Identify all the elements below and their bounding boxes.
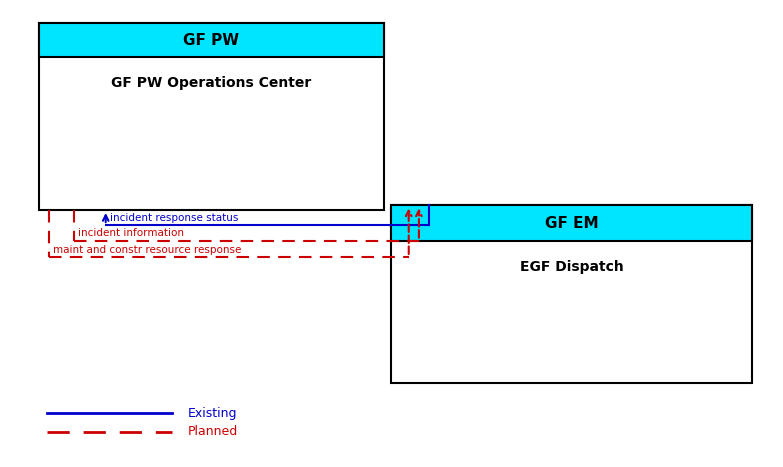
Text: incident information: incident information bbox=[78, 228, 184, 238]
Text: Existing: Existing bbox=[188, 407, 237, 420]
Bar bbox=[39, 23, 384, 210]
Bar bbox=[392, 205, 752, 383]
Text: GF PW Operations Center: GF PW Operations Center bbox=[111, 76, 312, 90]
Text: GF PW: GF PW bbox=[183, 33, 240, 48]
Text: incident response status: incident response status bbox=[110, 213, 238, 223]
Text: EGF Dispatch: EGF Dispatch bbox=[520, 260, 623, 274]
Text: maint and constr resource response: maint and constr resource response bbox=[53, 245, 242, 255]
Bar bbox=[392, 205, 752, 241]
Text: GF EM: GF EM bbox=[545, 216, 598, 231]
Text: Planned: Planned bbox=[188, 425, 238, 439]
Bar bbox=[39, 23, 384, 57]
